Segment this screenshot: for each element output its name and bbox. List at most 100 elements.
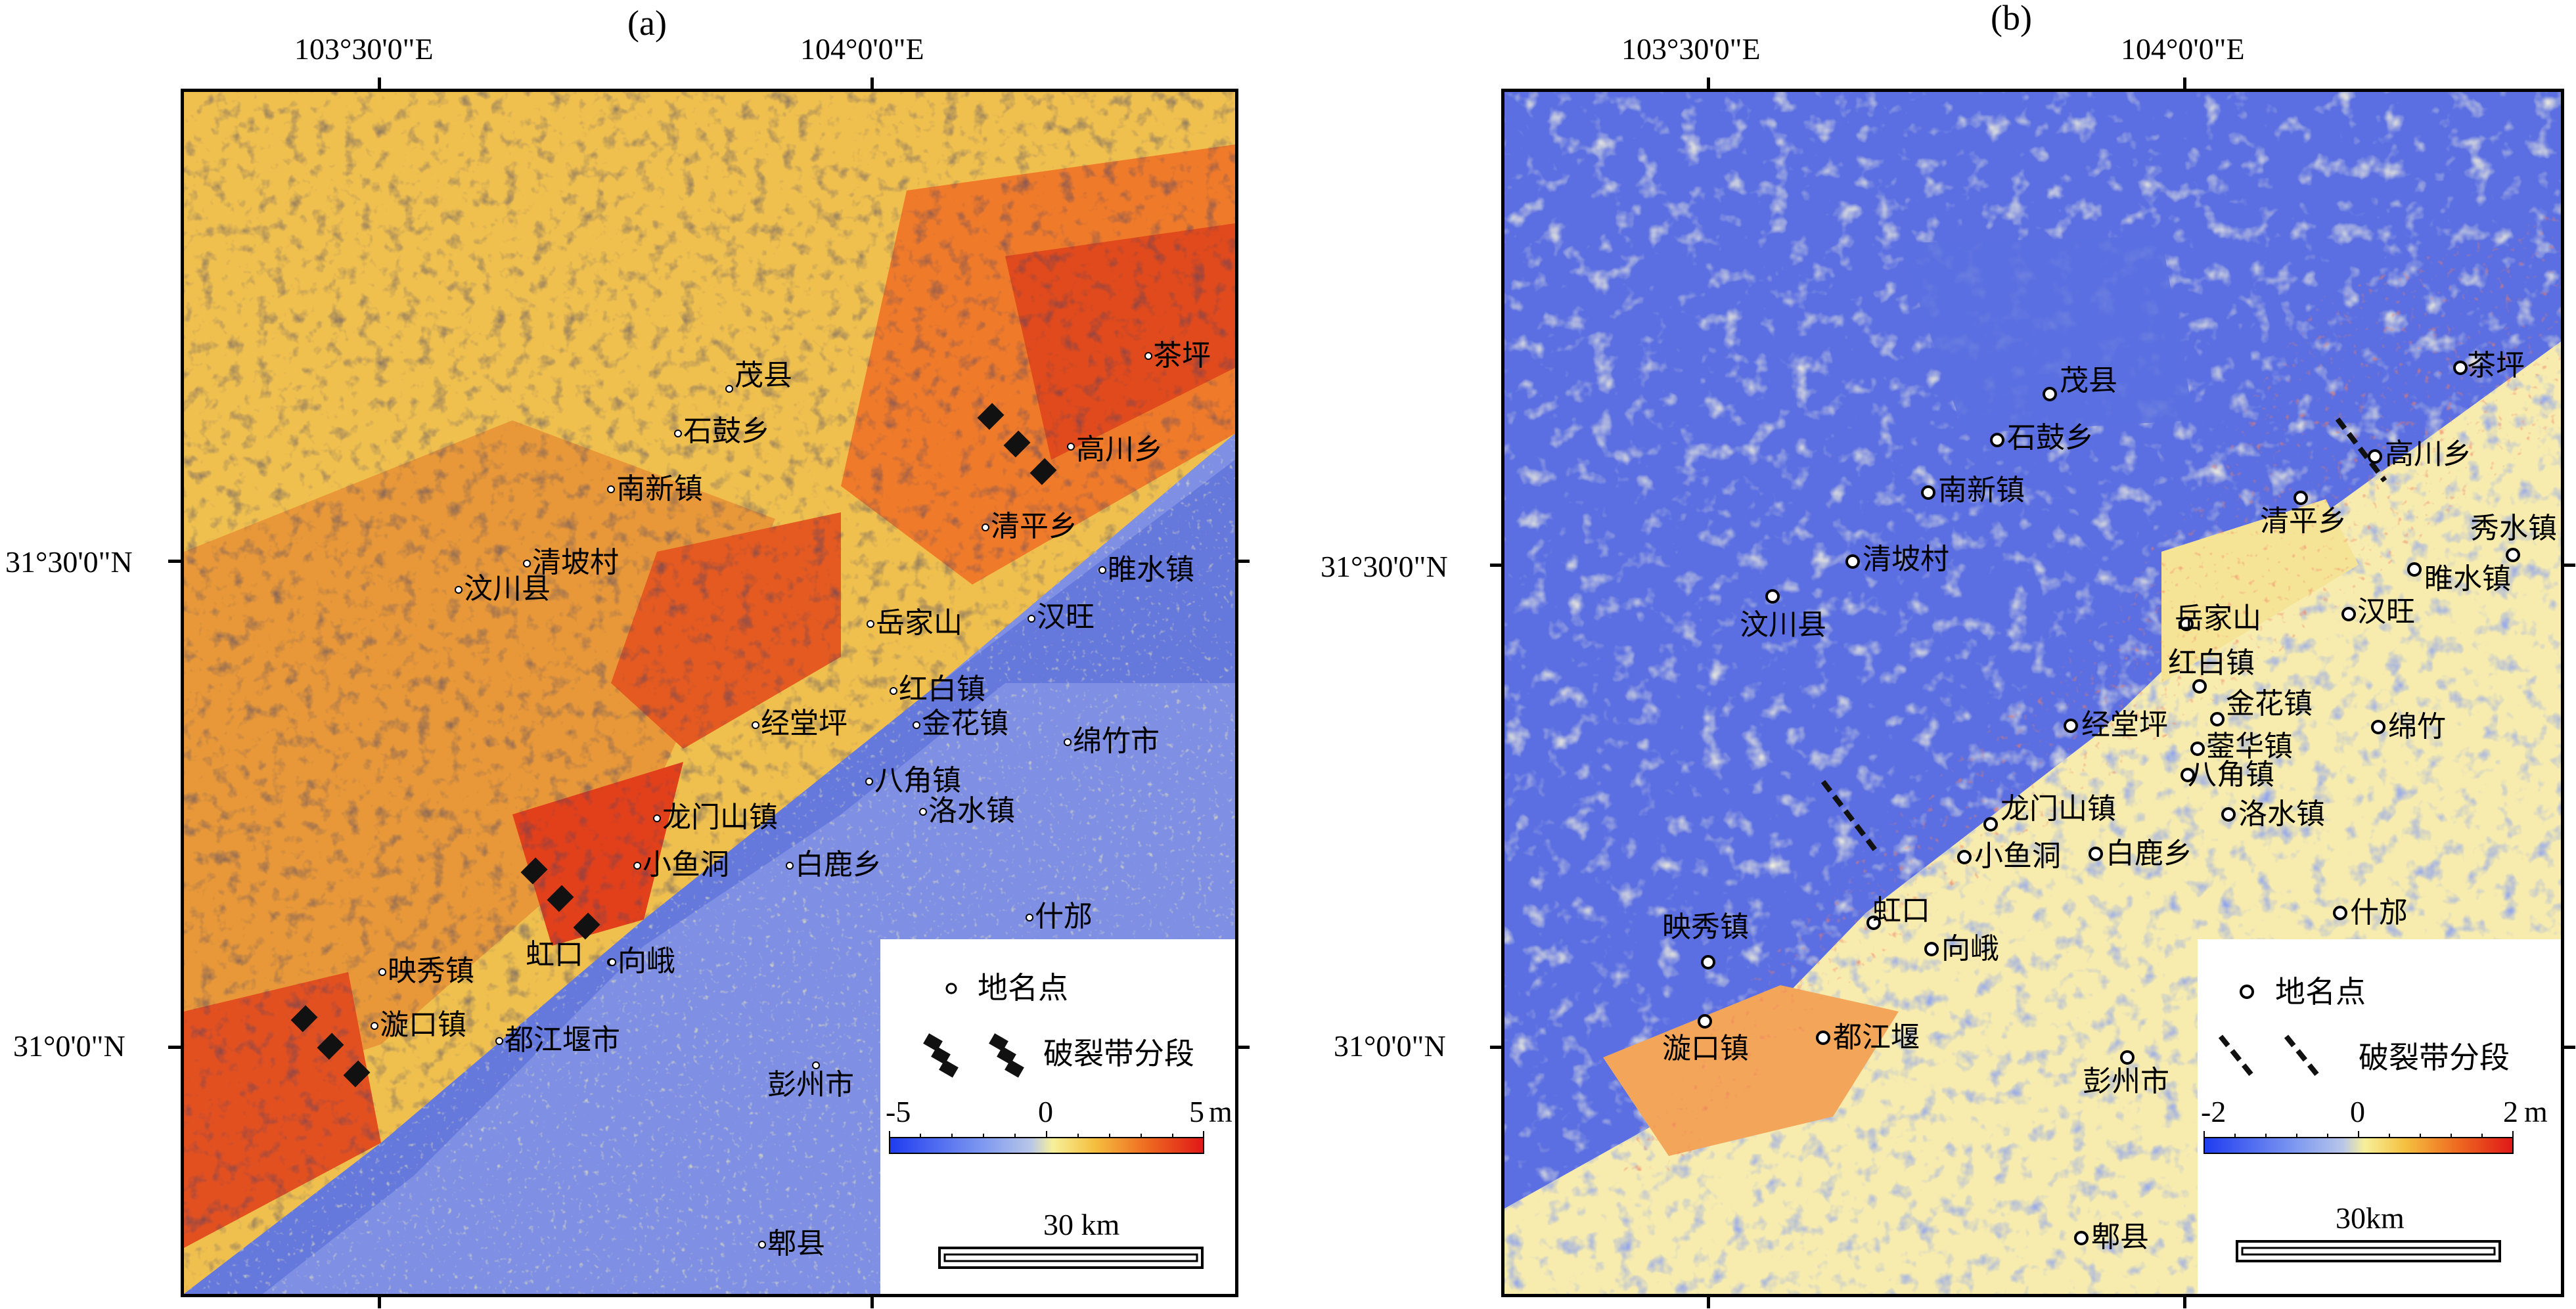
place-markers [1698,361,2520,1245]
deformation-map-a: 茶坪 茂县 高川乡 石鼓乡 南新镇 清平乡 清坡村 睢水镇 汶川县 岳家山 汉旺… [181,89,1238,1297]
place-label: 睢水镇 [1108,554,1194,586]
tick-mark [1707,1294,1710,1308]
longitude-label: 104°0'0"E [800,32,924,66]
place-label: 茂县 [734,359,792,391]
legend-graphics [889,983,1204,1269]
legend-point-label: 地名点 [2275,975,2366,1009]
place-label: 映秀镇 [388,955,474,987]
place-label: 洛水镇 [928,795,1015,827]
tick-mark [1490,1046,1504,1049]
place-label: 金花镇 [2226,688,2313,720]
place-label: 岳家山 [2175,602,2261,634]
tick-mark [1490,564,1504,567]
tick-mark [2183,1294,2186,1308]
fault-segment-markers [290,403,1057,1088]
place-markers [371,352,1152,1249]
place-label: 彭州市 [767,1069,854,1101]
place-label: 经堂坪 [2081,709,2168,741]
place-label: 彭州市 [2083,1065,2169,1098]
colorbar-max-label: 5 [1189,1095,1204,1128]
legend-fault-label: 破裂带分段 [2359,1041,2510,1075]
place-label: 高川乡 [2385,438,2472,470]
place-label: 石鼓乡 [683,415,770,447]
place-label: 都江堰市 [505,1024,620,1056]
place-label: 汶川县 [1740,609,1826,641]
place-label: 郫县 [2091,1221,2149,1253]
panel-label: (b) [1991,0,2032,37]
longitude-label: 103°30'0"E [1621,32,1761,66]
colorbar-mid-label: 0 [1038,1095,1053,1128]
map-legend: 地名点 破裂带分段 -2 0 2 m 30km [2198,939,2561,1294]
deformation-map-b: 茂县 茶坪 石鼓乡 高川乡 南新镇 清平乡 秀水镇 清坡村 睢水镇 汶川县 汉旺… [1501,89,2564,1297]
place-label: 向峨 [1941,933,1999,965]
latitude-label: 31°30'0"N [1321,550,1448,583]
tick-mark [2561,1046,2575,1049]
tick-mark [1707,78,1710,92]
tick-mark [870,78,874,92]
latitude-label: 31°30'0"N [5,545,133,579]
place-label: 清坡村 [532,546,619,579]
place-label: 南新镇 [1938,474,2025,506]
place-label: 汉旺 [2357,596,2415,628]
place-label: 清坡村 [1863,543,1949,575]
colorbar-min-label: -5 [886,1095,911,1128]
colorbar-min-label: -2 [2201,1095,2226,1128]
place-label: 红白镇 [899,673,985,705]
place-label: 映秀镇 [1662,911,1749,943]
place-label: 白鹿乡 [2106,837,2192,870]
place-label: 金花镇 [922,707,1008,740]
place-label: 清平乡 [2260,505,2347,537]
place-label: 石鼓乡 [2007,422,2094,454]
tick-mark [1235,560,1250,563]
tick-mark [2561,564,2575,567]
colorbar-mid-label: 0 [2350,1095,2365,1128]
legend-point-label: 地名点 [978,971,1068,1005]
place-label: 茂县 [2060,365,2117,397]
panel-label: (a) [627,3,667,43]
place-label: 龙门山镇 [2000,793,2116,825]
place-label: 汶川县 [464,573,551,605]
colorbar-unit: m [2524,1095,2548,1128]
place-label: 漩口镇 [380,1009,466,1041]
tick-mark [378,1294,381,1308]
place-label: 岳家山 [876,607,962,639]
latitude-label: 31°0'0"N [1334,1029,1446,1063]
place-label: 八角镇 [2188,759,2274,791]
place-label: 绵竹 [2388,711,2446,743]
place-label: 绵竹市 [1073,725,1160,757]
longitude-label: 104°0'0"E [2121,32,2245,66]
place-label: 虹口 [526,939,583,971]
place-label: 红白镇 [2168,647,2255,679]
place-label: 经堂坪 [761,707,847,740]
tick-mark [378,78,381,92]
scale-bar-label: 30km [2336,1201,2405,1235]
place-label: 都江堰 [1833,1021,1920,1054]
place-label: 南新镇 [616,473,703,505]
latitude-label: 31°0'0"N [13,1029,125,1063]
legend-graphics [2203,985,2514,1262]
place-label: 向峨 [618,945,675,977]
tick-mark [870,1294,874,1308]
tick-mark [2183,78,2186,92]
place-label: 八角镇 [874,765,961,797]
place-label: 茶坪 [2467,349,2525,382]
place-label: 蓥华镇 [2206,730,2293,763]
place-label: 漩口镇 [1662,1032,1749,1065]
place-label: 什邡 [2350,897,2408,929]
fault-segment-markers [1820,417,2387,853]
colorbar-unit: m [1209,1095,1232,1128]
place-label: 白鹿乡 [795,849,882,881]
place-label: 秀水镇 [2470,512,2557,544]
colorbar-max-label: 2 [2503,1095,2518,1128]
legend-fault-label: 破裂带分段 [1043,1037,1194,1071]
tick-mark [1235,1046,1250,1049]
place-label: 汉旺 [1037,601,1095,633]
place-label: 小鱼洞 [1974,840,2061,872]
place-label: 高川乡 [1076,433,1163,466]
place-label: 什邡 [1035,900,1093,933]
place-label: 清平乡 [991,510,1077,543]
scale-bar-label: 30 km [1043,1208,1120,1241]
place-label: 洛水镇 [2238,798,2325,830]
place-label: 睢水镇 [2424,563,2511,595]
place-label: 茶坪 [1153,340,1211,372]
